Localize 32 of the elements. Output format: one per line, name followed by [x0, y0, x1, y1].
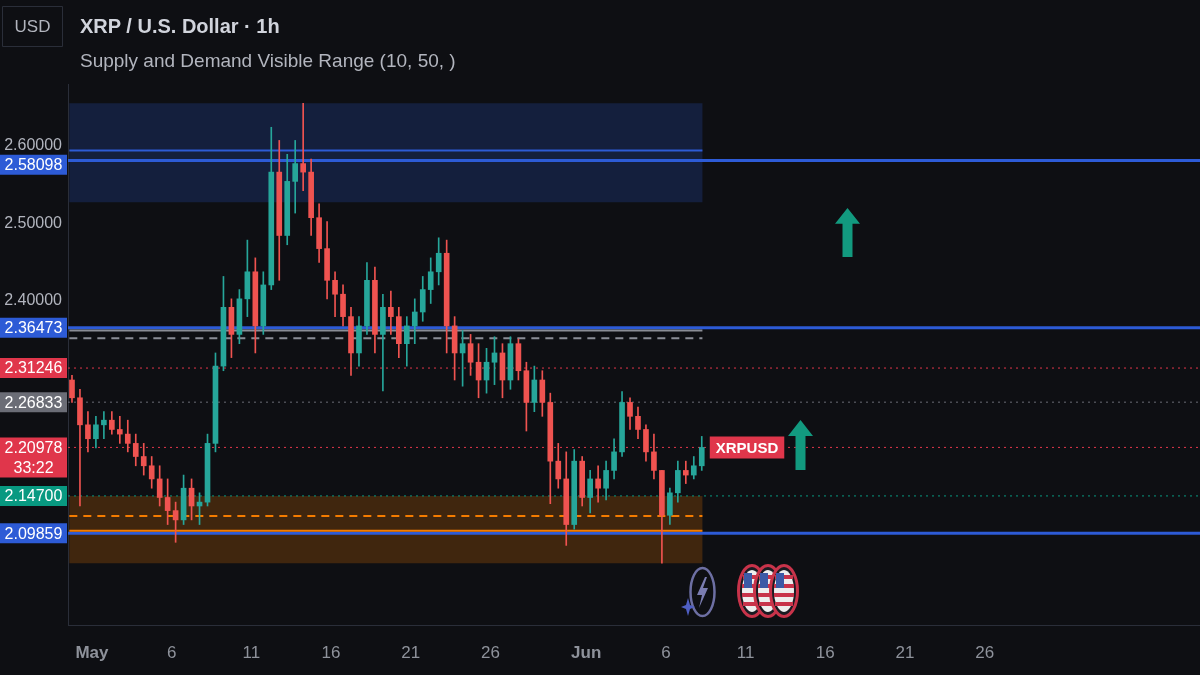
x-tick-label: 26 [481, 642, 500, 662]
x-tick-label: 16 [321, 642, 341, 662]
candlestick [101, 411, 107, 440]
ref-line-label: 2.31246 [4, 359, 63, 377]
x-tick-label: 16 [815, 642, 835, 662]
ref-line-label: 2.36473 [4, 319, 63, 337]
ref-line-label: 2.09859 [4, 524, 63, 542]
y-tick-label: 2.60000 [4, 136, 63, 154]
candlestick [77, 388, 83, 507]
annotation: XRPUSD [715, 438, 779, 456]
chart-subtitle: Supply and Demand Visible Range (10, 50, ) [80, 50, 456, 72]
candlestick [682, 460, 689, 484]
x-tick-label: 6 [166, 642, 177, 662]
x-tick-label: May [75, 642, 109, 662]
y-tick-label: 2.50000 [4, 213, 63, 231]
x-tick-label: 21 [895, 642, 915, 662]
x-tick-label: 26 [975, 642, 995, 662]
x-tick-label: 11 [242, 642, 261, 662]
ref-line-label: 2.14700 [4, 487, 63, 505]
y-tick-label: 2.40000 [4, 290, 63, 308]
chart-title: XRP / U.S. Dollar · 1h [80, 14, 280, 37]
ref-line-label: 2.20978 33:22 [4, 438, 63, 476]
x-tick-label: Jun [571, 642, 602, 662]
ref-line-label: 2.58098 [4, 156, 63, 174]
x-tick-label: 11 [736, 642, 755, 662]
y-axis-title: USD [14, 16, 51, 36]
candlestick [300, 102, 306, 191]
ref-line-label: 2.26833 [4, 393, 63, 411]
x-tick-label: 21 [401, 642, 421, 662]
x-tick-label: 6 [661, 642, 671, 662]
candlestick [116, 416, 123, 444]
candlestick [388, 290, 394, 335]
